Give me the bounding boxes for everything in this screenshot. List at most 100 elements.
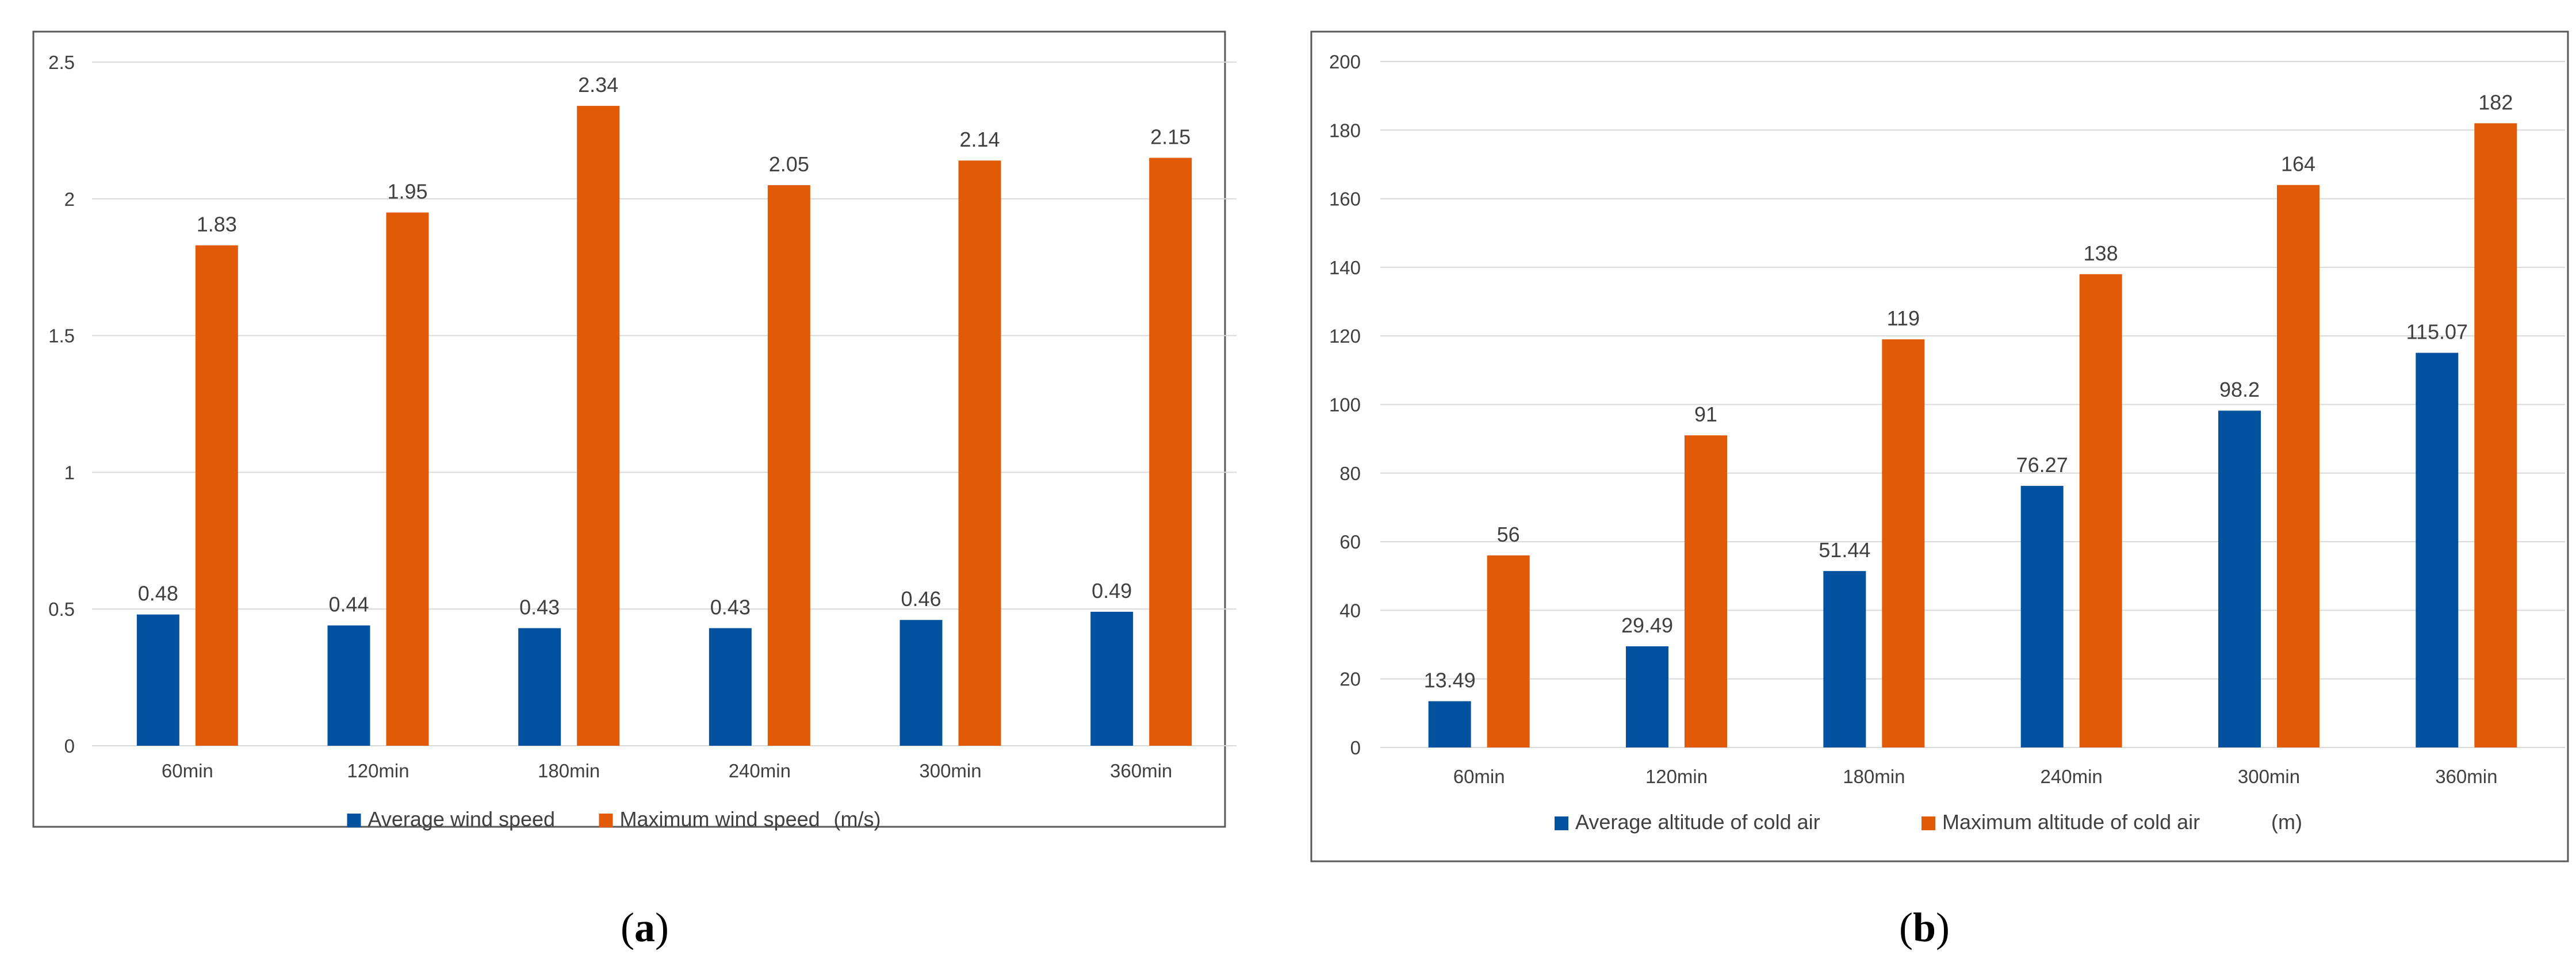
legend-b: Average altitude of cold air Maximum alti… <box>1555 810 2302 834</box>
bar-a-s1-0 <box>195 245 238 746</box>
data-label-a-s0-4: 0.46 <box>901 587 941 611</box>
y-tick-label-a-0: 0 <box>64 735 75 757</box>
data-label-a-s1-5: 2.15 <box>1150 125 1191 148</box>
legend-label-a-s1: Maximum wind speed <box>620 807 820 831</box>
data-label-b-s1-3: 138 <box>2084 241 2118 265</box>
bar-b-s1-0 <box>1487 555 1530 747</box>
legend-label-a-s0: Average wind speed <box>368 807 556 831</box>
x-tick-label-b-3: 240min <box>2041 766 2103 787</box>
bar-b-s0-1 <box>1626 646 1668 747</box>
bar-b-s0-0 <box>1428 701 1471 747</box>
caption-b: (b) <box>1899 904 1950 950</box>
y-tick-label-b-0: 0 <box>1350 737 1361 758</box>
legend-swatch-a-s0 <box>347 814 361 827</box>
y-tick-label-b-2: 40 <box>1339 600 1361 621</box>
data-label-b-s1-4: 164 <box>2281 152 2315 176</box>
y-tick-label-b-5: 100 <box>1329 394 1361 416</box>
data-label-a-s1-2: 2.34 <box>578 73 618 97</box>
y-tick-label-a-4: 2 <box>64 189 75 210</box>
data-label-b-s0-5: 115.07 <box>2406 320 2468 344</box>
bar-a-s0-2 <box>518 628 561 746</box>
bar-a-s1-1 <box>386 212 429 746</box>
data-label-b-s1-1: 91 <box>1694 402 1717 426</box>
bar-a-s1-3 <box>767 185 810 746</box>
data-label-b-s0-1: 29.49 <box>1621 613 1673 637</box>
data-label-b-s1-0: 56 <box>1497 523 1520 546</box>
x-tick-label-a-1: 120min <box>347 760 409 781</box>
y-tick-label-a-3: 1.5 <box>48 325 75 347</box>
y-tick-label-b-1: 20 <box>1339 669 1361 690</box>
bar-b-s0-3 <box>2020 486 2064 747</box>
data-label-a-s1-3: 2.05 <box>769 152 809 176</box>
bar-a-s0-3 <box>709 628 752 746</box>
bar-b-s0-5 <box>2416 352 2459 747</box>
bar-a-s0-0 <box>136 614 179 746</box>
y-tick-label-a-2: 1 <box>64 462 75 483</box>
bar-b-s1-1 <box>1685 435 1727 747</box>
caption-letter-b: b <box>1913 904 1936 950</box>
data-label-b-s0-2: 51.44 <box>1819 538 1870 562</box>
legend-label-b-s0: Average altitude of cold air <box>1575 810 1820 834</box>
x-tick-label-b-0: 60min <box>1453 766 1505 787</box>
x-tick-label-a-2: 180min <box>538 760 600 781</box>
data-label-b-s1-2: 119 <box>1887 306 1920 330</box>
y-tick-label-b-9: 180 <box>1329 120 1361 141</box>
caption-close-b: ) <box>1936 904 1950 950</box>
chart-panel-b: 0 20 40 60 80 100 120 140 160 180 200 13.49 56 60min 2… <box>1310 30 2569 950</box>
data-label-a-s1-4: 2.14 <box>959 128 1000 151</box>
chart-panel-a: 0 0.5 1 1.5 2 2.5 0.48 1.83 60min 0.44 1.95 120min 0… <box>32 30 1237 950</box>
y-tick-label-a-1: 0.5 <box>48 599 75 620</box>
legend-swatch-b-s1 <box>1922 816 1935 830</box>
x-tick-label-a-0: 60min <box>162 760 213 781</box>
bar-b-s1-2 <box>1882 339 1925 747</box>
unit-label-a: (m/s) <box>834 807 881 831</box>
data-label-b-s0-0: 13.49 <box>1424 669 1476 692</box>
bar-b-s0-2 <box>1823 571 1866 747</box>
bar-b-s1-3 <box>2079 274 2122 748</box>
x-tick-label-b-4: 300min <box>2238 766 2300 787</box>
x-tick-label-b-5: 360min <box>2435 766 2497 787</box>
bar-a-s0-4 <box>900 620 943 746</box>
legend-a: Average wind speed Maximum wind speed (m/s… <box>347 807 881 831</box>
x-tick-label-a-4: 300min <box>919 760 981 781</box>
bar-a-s0-5 <box>1090 611 1134 746</box>
data-label-b-s0-4: 98.2 <box>2219 378 2260 401</box>
data-label-a-s0-2: 0.43 <box>519 595 560 619</box>
y-tick-label-b-3: 60 <box>1339 531 1361 553</box>
caption-open-b: ( <box>1899 904 1913 950</box>
x-tick-label-b-2: 180min <box>1843 766 1905 787</box>
caption-letter-a: a <box>634 904 655 950</box>
data-label-a-s0-1: 0.44 <box>328 593 369 616</box>
data-label-a-s0-0: 0.48 <box>138 582 178 605</box>
unit-label-b: (m) <box>2271 810 2302 834</box>
bar-a-s1-2 <box>577 106 620 746</box>
y-tick-label-b-7: 140 <box>1329 257 1361 278</box>
data-label-a-s0-3: 0.43 <box>710 595 751 619</box>
y-tick-label-b-10: 200 <box>1329 51 1361 72</box>
bar-b-s1-4 <box>2277 185 2319 747</box>
x-tick-label-b-1: 120min <box>1645 766 1708 787</box>
bar-a-s1-4 <box>958 160 1001 746</box>
x-tick-label-a-3: 240min <box>729 760 791 781</box>
legend-label-b-s1: Maximum altitude of cold air <box>1942 810 2200 834</box>
y-tick-label-a-5: 2.5 <box>48 52 75 73</box>
legend-swatch-a-s1 <box>599 814 613 827</box>
data-label-b-s1-5: 182 <box>2478 90 2513 114</box>
caption-close-a: ) <box>655 904 669 950</box>
caption-a: (a) <box>621 904 669 950</box>
legend-swatch-b-s0 <box>1555 816 1568 830</box>
caption-open-a: ( <box>621 904 634 950</box>
bar-a-s0-1 <box>327 625 370 746</box>
data-label-a-s1-1: 1.95 <box>387 180 427 204</box>
data-label-b-s0-3: 76.27 <box>2016 453 2068 477</box>
y-tick-label-b-4: 80 <box>1339 463 1361 484</box>
data-label-a-s0-5: 0.49 <box>1092 579 1132 603</box>
x-tick-label-a-5: 360min <box>1110 760 1172 781</box>
y-tick-label-b-8: 160 <box>1329 189 1361 210</box>
bar-a-s1-5 <box>1149 158 1192 746</box>
y-tick-label-b-6: 120 <box>1329 325 1361 347</box>
bar-b-s1-5 <box>2474 123 2517 747</box>
data-label-a-s1-0: 1.83 <box>197 213 237 236</box>
bar-b-s0-4 <box>2218 411 2261 747</box>
